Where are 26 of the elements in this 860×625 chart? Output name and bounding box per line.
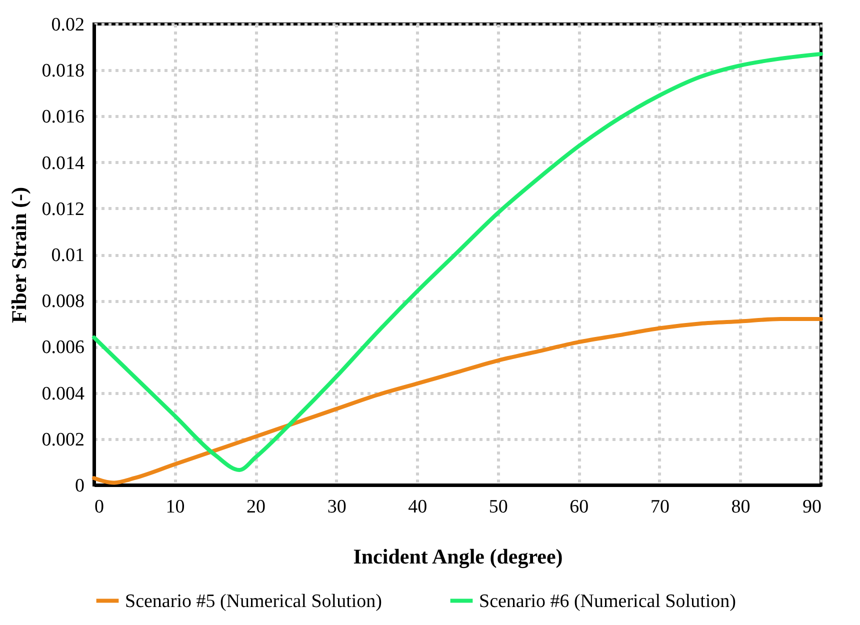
x-tick-label: 50	[488, 496, 508, 518]
line-series	[92, 52, 823, 472]
y-tick-label: 0.006	[42, 337, 84, 358]
y-tick-label: 0.018	[42, 60, 84, 82]
y-tick-label: 0.02	[51, 14, 84, 36]
x-tick-label: 10	[166, 496, 185, 518]
legend-label: Scenario #5 (Numerical Solution)	[125, 590, 382, 612]
x-tick-label: 40	[408, 496, 428, 518]
y-tick-label: 0	[75, 476, 84, 496]
x-tick-label: 30	[327, 496, 346, 518]
y-tick-label: 0.008	[42, 291, 84, 312]
x-tick-label: 20	[246, 496, 266, 518]
x-axis-title: Incident Angle (degree)	[353, 544, 563, 568]
y-tick-label: 0.01	[51, 245, 84, 266]
y-axis-title: Fiber Strain (-)	[6, 186, 31, 324]
x-tick-label: 60	[570, 496, 589, 518]
y-tick-label: 0.002	[42, 429, 84, 450]
x-tick-label: 90	[802, 496, 822, 518]
y-tick-label: 0.012	[42, 198, 84, 220]
y-tick-label: 0.014	[42, 152, 85, 174]
x-tick-label: 80	[731, 496, 750, 518]
y-tick-label: 0.016	[42, 106, 84, 128]
x-tick-label: 0	[94, 496, 104, 518]
x-tick-label: 70	[650, 496, 670, 518]
legend-label: Scenario #6 (Numerical Solution)	[479, 590, 736, 612]
y-tick-label: 0.004	[42, 383, 85, 404]
